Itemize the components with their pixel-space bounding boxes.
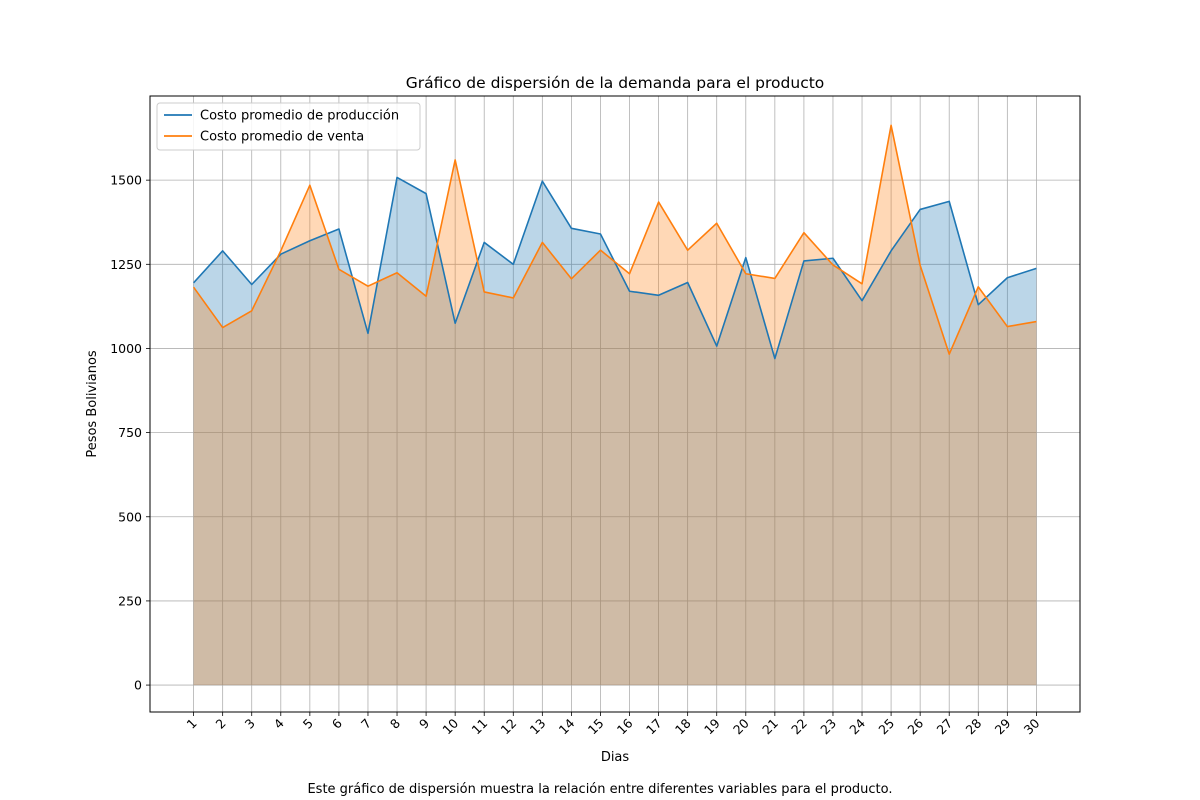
- chart-title: Gráfico de dispersión de la demanda para…: [406, 74, 825, 92]
- y-tick-label: 1250: [110, 257, 142, 272]
- series-area-0: [193, 177, 1037, 686]
- y-axis-label: Pesos Bolivianos: [85, 350, 100, 458]
- y-tick-label: 1000: [110, 341, 142, 356]
- y-tick-label: 750: [118, 425, 142, 440]
- series-area-1: [193, 125, 1037, 686]
- legend-box: [156, 102, 421, 151]
- x-axis-label: Dias: [601, 750, 630, 765]
- plot-frame: [149, 95, 1081, 713]
- legend-label-1: Costo promedio de venta: [200, 130, 364, 145]
- series-line-1: [192, 124, 1037, 355]
- grid: [150, 96, 1080, 712]
- series-lines: [192, 124, 1037, 360]
- y-tick-label: 1500: [110, 173, 142, 188]
- y-tick-label: 500: [118, 509, 142, 524]
- area-fills: [193, 125, 1037, 686]
- legend-label-0: Costo promedio de producción: [200, 109, 399, 124]
- y-tick-label: 0: [134, 678, 142, 693]
- legend: Costo promedio de producción Costo promed…: [156, 102, 421, 151]
- chart-caption: Este gráfico de dispersión muestra la re…: [307, 782, 893, 797]
- y-tick-label: 250: [118, 593, 142, 608]
